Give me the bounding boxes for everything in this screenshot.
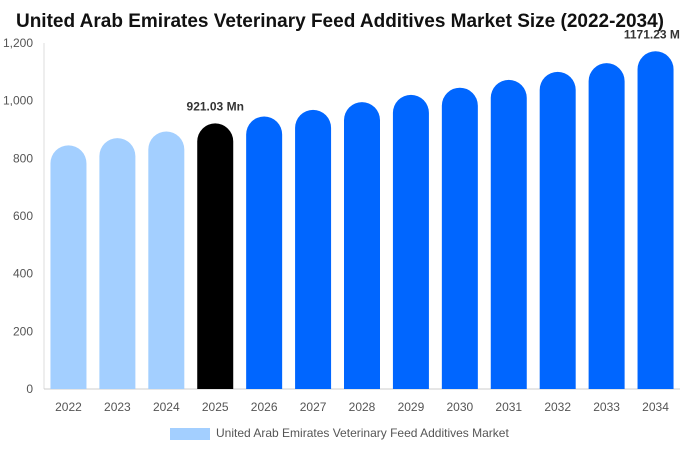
y-tick-label: 400 (13, 267, 33, 281)
x-tick-label: 2027 (300, 400, 327, 414)
bar-2034 (637, 51, 674, 389)
axes: 0 200 400 600 800 1,000 1,200 2022 2023 2024 2025 2… (3, 36, 680, 414)
x-tick-label: 2026 (251, 400, 278, 414)
bar-2024 (148, 131, 185, 390)
data-labels: 921.03 Mn 1171.23 Mn (187, 27, 680, 113)
y-tick-label: 200 (13, 324, 33, 338)
legend: United Arab Emirates Veterinary Feed Add… (170, 426, 509, 440)
bar-2033 (588, 63, 625, 389)
x-tick-label: 2024 (153, 400, 180, 414)
y-tick-label: 1,000 (3, 94, 33, 108)
x-tick-label: 2029 (398, 400, 425, 414)
y-tick-label: 1,200 (3, 36, 33, 50)
bars (50, 51, 674, 390)
bar-2025 (197, 123, 234, 390)
x-tick-label: 2032 (544, 400, 571, 414)
bar-2023 (99, 138, 136, 389)
x-tick-label: 2025 (202, 400, 229, 414)
data-label-2025: 921.03 Mn (187, 99, 244, 113)
bar-2022 (50, 145, 87, 389)
bar-2031 (490, 79, 527, 389)
bar-2026 (246, 116, 283, 389)
bar-2028 (344, 102, 380, 389)
x-tick-label: 2023 (104, 400, 131, 414)
bar-2027 (295, 109, 332, 389)
bar-2029 (392, 94, 429, 389)
y-tick-label: 600 (13, 209, 33, 223)
legend-label: United Arab Emirates Veterinary Feed Add… (216, 426, 509, 440)
legend-swatch (170, 428, 210, 440)
x-tick-label: 2022 (55, 400, 82, 414)
bar-2030 (441, 87, 478, 390)
x-tick-label: 2033 (593, 400, 620, 414)
x-tick-label: 2034 (642, 400, 669, 414)
bar-2032 (539, 71, 576, 389)
chart-title: United Arab Emirates Veterinary Feed Add… (16, 11, 664, 32)
x-tick-label: 2031 (495, 400, 522, 414)
x-tick-label: 2028 (349, 400, 376, 414)
data-label-2034: 1171.23 Mn (624, 27, 680, 41)
y-tick-label: 0 (26, 382, 33, 396)
x-tick-label: 2030 (446, 400, 473, 414)
y-tick-label: 800 (13, 151, 33, 165)
